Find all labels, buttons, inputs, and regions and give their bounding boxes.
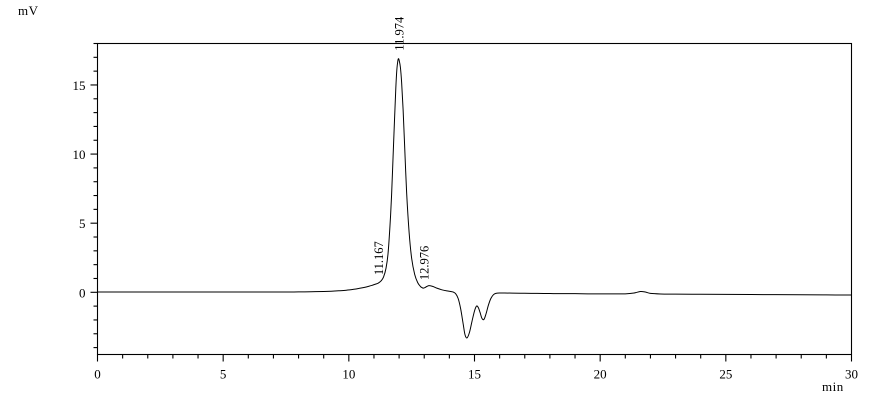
x-axis-unit-label: min: [822, 379, 844, 394]
y-tick-label: 10: [73, 147, 86, 162]
plot-border: [96, 42, 853, 356]
y-tick-label: 15: [73, 78, 86, 93]
y-axis: 0 5 10 15: [73, 42, 98, 349]
peak-retention-time-label: 11.167: [372, 241, 386, 275]
signal-trace: [97, 58, 852, 339]
peak-retention-time-label: 12.976: [418, 246, 432, 280]
plot-frame: [96, 42, 853, 356]
signal-trace-path: [97, 58, 852, 339]
x-tick-label: 20: [594, 367, 607, 382]
x-tick-label: 0: [94, 367, 101, 382]
y-axis-unit-label: mV: [18, 3, 39, 18]
x-tick-label: 30: [845, 367, 858, 382]
x-tick-label: 25: [719, 367, 732, 382]
y-tick-label: 0: [79, 285, 86, 300]
peak-labels: 11.167 11.974 12.976: [372, 16, 431, 280]
peak-retention-time-label: 11.974: [392, 16, 406, 51]
x-tick-label: 15: [468, 367, 481, 382]
x-tick-label: 10: [342, 367, 355, 382]
y-tick-label: 5: [79, 216, 86, 231]
x-axis: 0 5 10 15 20 25 30: [94, 354, 858, 382]
x-tick-label: 5: [220, 367, 227, 382]
